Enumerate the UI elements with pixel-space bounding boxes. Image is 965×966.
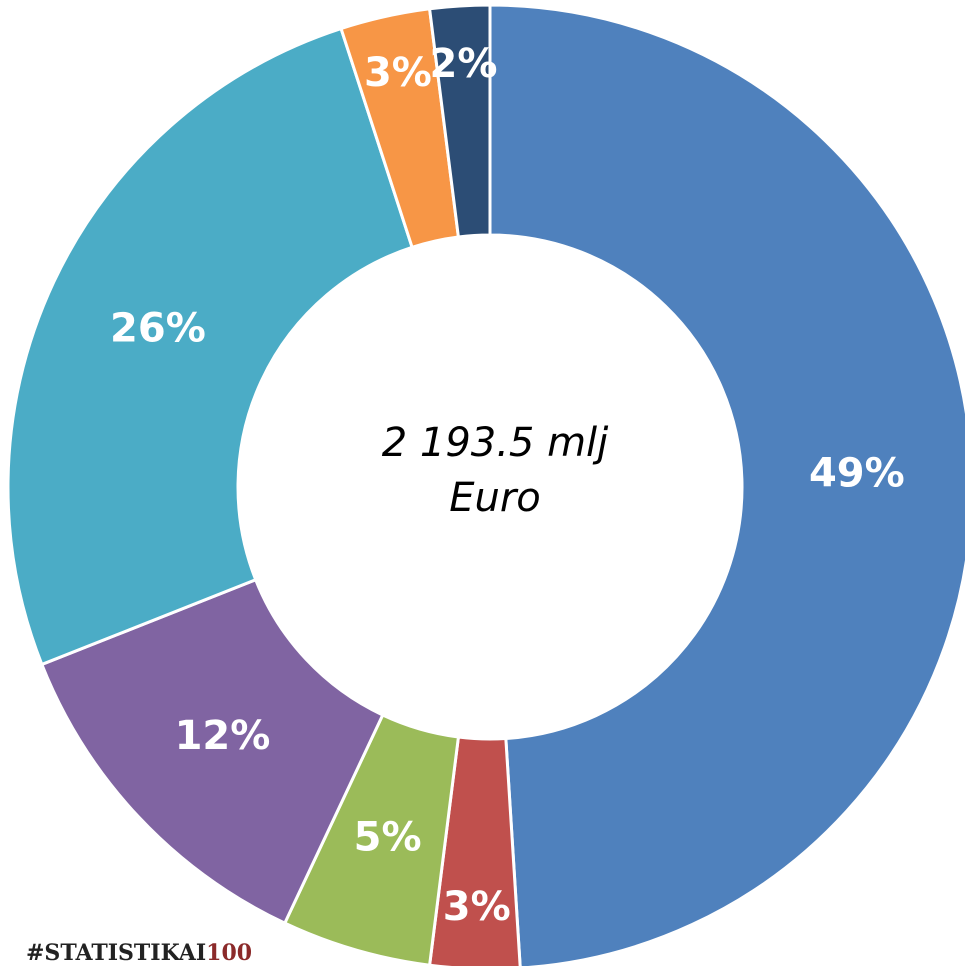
value-label: 3% [364, 50, 432, 96]
center-label: Euro [449, 475, 541, 521]
donut-slice [6, 26, 415, 667]
value-label: 2% [430, 41, 498, 87]
donut-slice [39, 577, 385, 926]
value-label: 12% [175, 713, 271, 759]
donut-slice [427, 3, 492, 239]
watermark-number: 100 [206, 940, 252, 966]
value-label: 49% [809, 450, 905, 496]
value-label: 5% [354, 814, 422, 860]
value-label: 26% [110, 306, 206, 352]
donut-slice [488, 3, 965, 966]
center-label: 2 193.5 mlj [382, 420, 609, 466]
watermark: #STATISTIKAI100 [26, 940, 252, 966]
value-label: 3% [443, 884, 511, 930]
watermark-text: #STATISTIKAI [26, 940, 206, 966]
